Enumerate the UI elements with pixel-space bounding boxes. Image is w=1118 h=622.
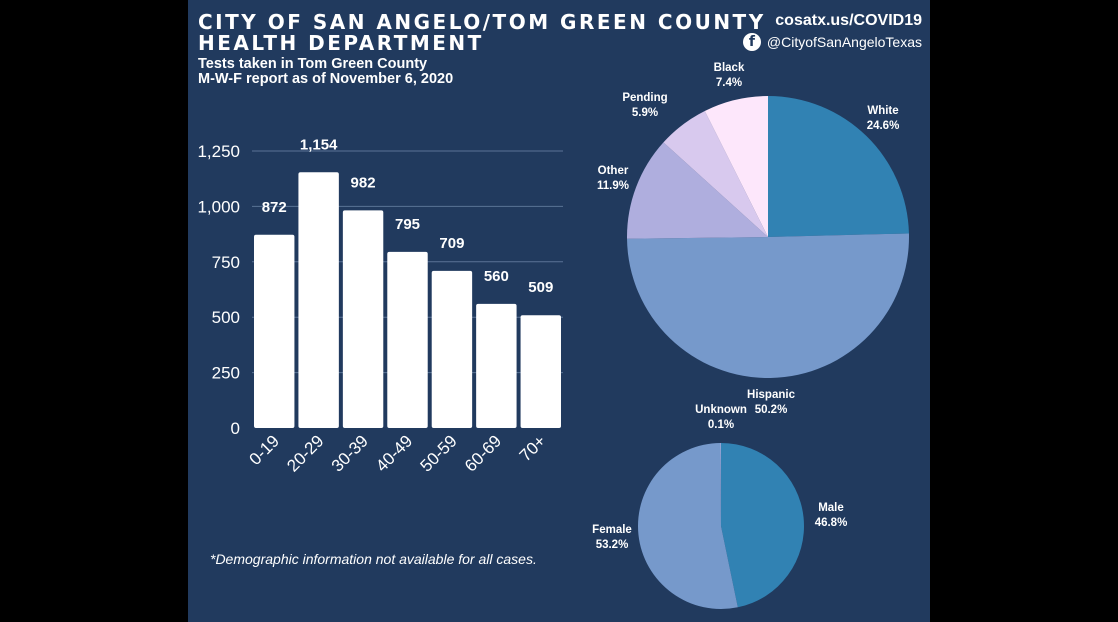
ytick-label-750: 750 [212, 253, 240, 272]
xtick-label-60-69: 60-69 [461, 431, 505, 475]
sex-pie-pct-female: 53.2% [596, 539, 629, 551]
xtick-label-40-49: 40-49 [372, 431, 416, 475]
social-handle: @CityofSanAngeloTexas [766, 34, 922, 50]
bar-value-label-30-39: 982 [351, 174, 376, 191]
race-pie-slice-pending [663, 110, 768, 237]
race-pie-label-hispanic: Hispanic [747, 389, 796, 401]
bar-value-label-20-29: 1,154 [300, 136, 338, 153]
race-pie-pct-hispanic: 50.2% [755, 404, 788, 416]
bar-30-39 [342, 210, 384, 428]
race-pie-label-black: Black [714, 62, 745, 74]
bar-60-69 [476, 303, 517, 428]
bar-value-label-50-59: 709 [439, 235, 464, 252]
xtick-label-70+: 70+ [516, 431, 550, 465]
xtick-label-30-39: 30-39 [328, 431, 372, 475]
bar-0-19 [254, 234, 295, 428]
bar-value-label-0-19: 872 [262, 199, 287, 216]
race-pie-pct-pending: 5.9% [632, 107, 658, 119]
ytick-label-1250: 1,250 [197, 142, 240, 161]
ytick-label-500: 500 [212, 308, 240, 327]
social-link[interactable]: f @CityofSanAngeloTexas [742, 33, 922, 51]
sex-pie-slice-female [637, 443, 738, 609]
xtick-label-20-29: 20-29 [283, 431, 327, 475]
website-link[interactable]: cosatx.us/COVID19 [775, 12, 922, 29]
ytick-label-250: 250 [212, 364, 240, 383]
title-line-2: HEALTH DEPARTMENT [198, 31, 484, 55]
sex-pie-pct-unknown: 0.1% [708, 419, 734, 431]
race-pie-label-white: White [867, 105, 898, 117]
race-pie-slice-white [768, 96, 909, 237]
race-pie-pct-other: 11.9% [597, 180, 629, 192]
ytick-label-1000: 1,000 [197, 197, 240, 216]
bar-40-49 [387, 251, 428, 428]
bar-70+ [520, 315, 561, 428]
race-pie-label-other: Other [598, 165, 629, 177]
xtick-label-0-19: 0-19 [246, 431, 283, 468]
ytick-label-0: 0 [231, 419, 240, 438]
subtitle-line-2: M-W-F report as of November 6, 2020 [198, 71, 454, 87]
bar-value-label-70+: 509 [528, 279, 553, 296]
subtitle-line-1: Tests taken in Tom Green County [198, 56, 428, 72]
race-pie-slice-hispanic [627, 233, 909, 379]
bar-50-59 [431, 270, 473, 428]
sex-pie-label-unknown: Unknown [695, 404, 747, 416]
title-line-1: CITY OF SAN ANGELO/TOM GREEN COUNTY [198, 10, 766, 34]
xtick-label-50-59: 50-59 [417, 431, 461, 475]
sex-pie-label-female: Female [592, 524, 632, 536]
bar-20-29 [298, 172, 339, 428]
bar-value-label-60-69: 560 [484, 268, 509, 285]
sex-pie-pct-male: 46.8% [815, 517, 848, 529]
race-pie-label-pending: Pending [622, 92, 667, 104]
footnote: *Demographic information not available f… [210, 551, 537, 567]
sex-pie-label-male: Male [818, 502, 844, 514]
race-pie-slice-other [626, 142, 768, 239]
bar-value-label-40-49: 795 [395, 216, 420, 233]
race-pie-pct-black: 7.4% [716, 77, 742, 89]
sex-pie-slice-male [721, 443, 804, 608]
race-pie-pct-white: 24.6% [867, 120, 900, 132]
facebook-icon: f [742, 33, 761, 51]
race-pie-slice-black [704, 96, 768, 237]
sex-pie-slice-unknown [720, 443, 721, 526]
